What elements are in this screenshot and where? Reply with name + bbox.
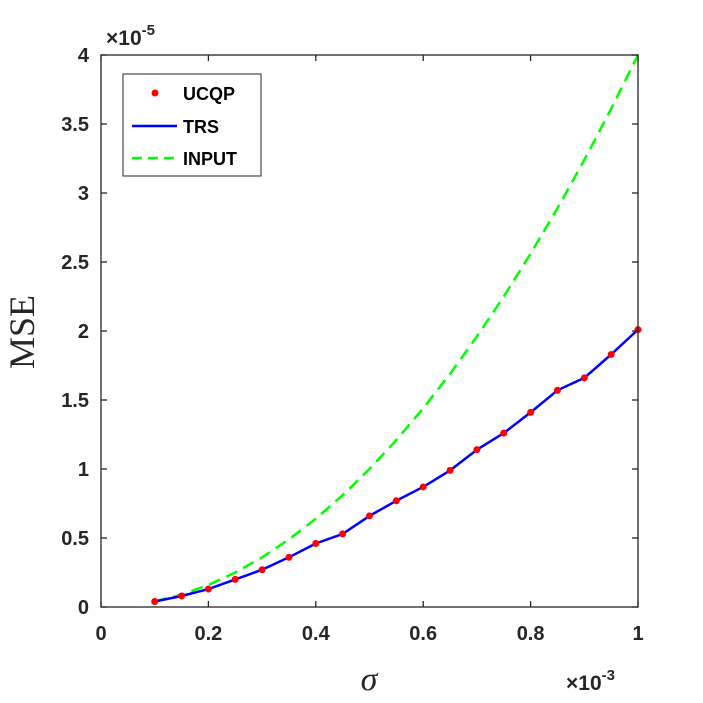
ucqp-point xyxy=(285,553,293,561)
y-tick-label: 1.5 xyxy=(61,390,89,412)
y-tick-label: 1 xyxy=(78,459,89,481)
x-tick-label: 0 xyxy=(95,623,106,645)
y-axis-title: MSE xyxy=(2,295,42,369)
x-tick-label: 0.8 xyxy=(517,623,545,645)
legend-ucqp-marker xyxy=(151,89,159,97)
ucqp-point xyxy=(151,597,159,605)
y-tick-label: 2.5 xyxy=(61,252,89,274)
legend-ucqp-label: UCQP xyxy=(183,84,235,104)
x-tick-label: 1 xyxy=(632,623,643,645)
ucqp-point xyxy=(204,585,212,593)
ucqp-point xyxy=(312,540,320,548)
x-axis-exponent: ×10-3 xyxy=(566,667,615,695)
ucqp-point xyxy=(339,530,347,538)
y-tick-label: 0 xyxy=(78,597,89,619)
ucqp-point xyxy=(366,512,373,520)
ucqp-point xyxy=(258,566,266,574)
tick-layer: 0 0.2 0.4 0.6 0.8 1 0 0.5 1 1.5 2 2.5 3 3.5 4 xyxy=(61,45,643,645)
ucqp-point xyxy=(178,592,186,600)
x-tick-label: 0.6 xyxy=(409,623,437,645)
x-tick-label: 0.2 xyxy=(194,623,222,645)
ucqp-point xyxy=(392,497,400,505)
ucqp-point xyxy=(607,350,615,358)
legend-trs-label: TRS xyxy=(183,117,219,137)
ucqp-point xyxy=(446,466,454,474)
y-tick-label: 3.5 xyxy=(61,114,89,136)
y-tick-label: 2 xyxy=(78,321,89,343)
ucqp-point xyxy=(473,446,481,454)
ucqp-point xyxy=(580,374,588,382)
y-tick-label: 3 xyxy=(78,183,89,205)
ucqp-point xyxy=(500,429,508,437)
x-tick-label: 0.4 xyxy=(302,623,331,645)
legend: UCQP TRS INPUT xyxy=(122,73,262,177)
ucqp-point xyxy=(553,386,561,394)
legend-input-label: INPUT xyxy=(183,149,237,169)
y-tick-label: 4 xyxy=(78,45,90,67)
y-tick-label: 0.5 xyxy=(61,528,89,550)
ucqp-point xyxy=(419,483,427,491)
ucqp-point xyxy=(527,408,535,416)
ucqp-point xyxy=(231,575,239,583)
input-line xyxy=(154,54,640,603)
x-axis-title: σ xyxy=(361,661,379,698)
y-axis-exponent: ×10-5 xyxy=(106,22,155,50)
series-layer xyxy=(151,54,642,605)
